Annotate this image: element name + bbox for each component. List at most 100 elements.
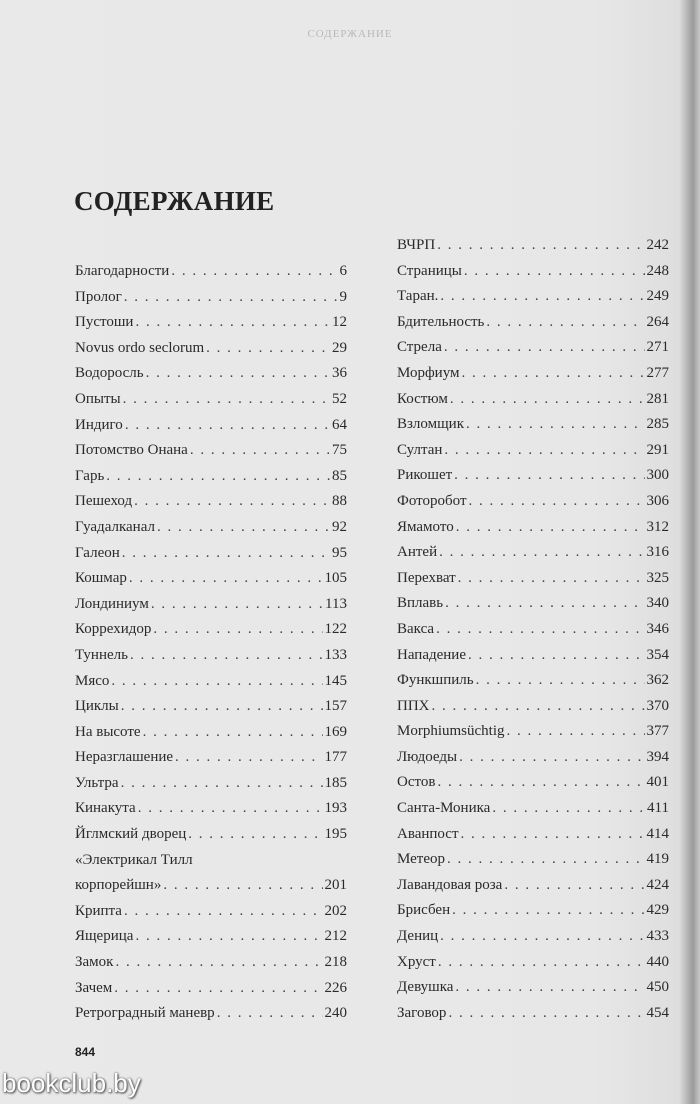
toc-entry-title: Замок [75, 954, 114, 971]
toc-entry-title: Коррехидор [75, 621, 152, 638]
toc-entry-title: Ямамото [397, 518, 454, 535]
toc-entry-title: Неразглашение [75, 749, 174, 766]
toc-entry: ВЧРП 242 [397, 233, 669, 259]
toc-entry-title: Страницы [397, 262, 462, 279]
toc-entry-page: 354 [646, 646, 670, 663]
toc-entry-page: 248 [646, 262, 670, 279]
toc-entry-page: 64 [332, 416, 347, 433]
toc-entry: Водоросль 36 [75, 361, 347, 387]
dot-leader [445, 591, 644, 617]
toc-entry-page: 401 [646, 774, 670, 791]
toc-entry: Циклы 157 [75, 694, 347, 720]
toc-entry-title: Султан [397, 441, 443, 458]
dot-leader [135, 924, 322, 950]
toc-entry-page: 36 [332, 365, 347, 382]
toc-entry-title: Зачем [75, 979, 113, 996]
toc-entry-page: 411 [647, 800, 669, 817]
toc-entry: Замок 218 [75, 950, 347, 976]
toc-entry-page: 92 [332, 518, 347, 535]
toc-entry-title: Крипта [75, 902, 122, 919]
dot-leader [444, 335, 645, 361]
dot-leader [153, 617, 322, 643]
dot-leader [492, 796, 645, 822]
toc-entry-title: Гарь [75, 467, 105, 484]
dot-leader [151, 592, 323, 618]
dot-leader [157, 515, 330, 541]
toc-entry: Нападение 354 [397, 643, 669, 669]
toc-entry-page: 249 [646, 288, 670, 305]
toc-entry-page: 185 [324, 774, 348, 791]
toc-entry-page: 285 [646, 416, 670, 433]
toc-entry-page: 340 [646, 595, 670, 612]
dot-leader [163, 873, 322, 899]
toc-entry-page: 440 [646, 953, 670, 970]
dot-leader [439, 540, 644, 566]
toc-entry: Гуадалканал 92 [75, 515, 347, 541]
toc-entry-title: Костюм [397, 390, 448, 407]
toc-entry-page: 306 [646, 492, 670, 509]
toc-entry: Туннель 133 [75, 643, 347, 669]
dot-leader [440, 924, 644, 950]
toc-entry-page: 169 [324, 723, 348, 740]
toc-entry-page: 300 [646, 467, 670, 484]
toc-entry: Стрела 271 [397, 335, 669, 361]
toc-entry-page: 218 [324, 954, 348, 971]
toc-entry: Султан 291 [397, 438, 669, 464]
toc-right-column: ВЧРП 242 Страницы 248 Таран. 249 Бдительность 2… [397, 233, 669, 1026]
dot-leader [437, 233, 644, 259]
dot-leader [462, 361, 645, 387]
toc-entry-page: 113 [325, 595, 347, 612]
toc-entry-title: Ящерица [75, 928, 134, 945]
toc-entry-title: Стрела [397, 339, 442, 356]
toc-entry-title: Взломщик [397, 416, 464, 433]
toc-entry: Костюм 281 [397, 387, 669, 413]
dot-leader [468, 643, 645, 669]
toc-entry-page: 105 [324, 570, 348, 587]
toc-entry-title: Водоросль [75, 365, 144, 382]
dot-leader [459, 745, 644, 771]
toc-entry-title: Галеон [75, 544, 120, 561]
toc-entry-page: 193 [324, 800, 348, 817]
toc-entry-title: Потомство Онана [75, 442, 188, 459]
toc-entry: Ультра 185 [75, 771, 347, 797]
toc-entry-page: 312 [646, 518, 670, 535]
toc-entry-title: Метеор [397, 851, 446, 868]
toc-entry-title: Циклы [75, 698, 119, 715]
toc-entry: Брисбен 429 [397, 898, 669, 924]
toc-entry: Индиго 64 [75, 413, 347, 439]
dot-leader [121, 771, 323, 797]
toc-entry-title: Девушка [397, 979, 454, 996]
toc-entry-page: 264 [646, 313, 670, 330]
toc-entry-page: 157 [324, 698, 348, 715]
toc-entry-page: 202 [324, 902, 348, 919]
dot-leader [124, 899, 323, 925]
toc-entry-page: 201 [324, 877, 348, 894]
dot-leader [138, 796, 323, 822]
toc-entry-page: 9 [339, 288, 348, 305]
toc-entry: Йглмский дворец 195 [75, 822, 347, 848]
dot-leader [146, 361, 330, 387]
toc-entry-page: 450 [646, 979, 670, 996]
toc-entry: Галеон 95 [75, 541, 347, 567]
dot-leader [129, 566, 323, 592]
toc-entry: Опыты 52 [75, 387, 347, 413]
toc-entry-page: 291 [646, 441, 670, 458]
dot-leader [217, 1001, 323, 1027]
toc-entry: Лавандовая роза 424 [397, 873, 669, 899]
toc-entry-page: 277 [646, 364, 670, 381]
toc-entry-title: Функшпиль [397, 672, 474, 689]
toc-entry-title: Пустоши [75, 314, 134, 331]
toc-entry-page: 88 [332, 493, 347, 510]
dot-leader [143, 720, 323, 746]
toc-entry: Крипта 202 [75, 899, 347, 925]
toc-entry: Хруст 440 [397, 950, 669, 976]
dot-leader [114, 976, 322, 1002]
toc-entry-title: Дениц [397, 928, 439, 945]
dot-leader [438, 950, 645, 976]
toc-entry-page: 75 [332, 442, 347, 459]
toc-entry: Таран. 249 [397, 284, 669, 310]
toc-entry-page: 133 [324, 646, 348, 663]
toc-entry: Вплавь 340 [397, 591, 669, 617]
toc-entry: Антей 316 [397, 540, 669, 566]
toc-entry: Ретроградный маневр 240 [75, 1001, 347, 1027]
